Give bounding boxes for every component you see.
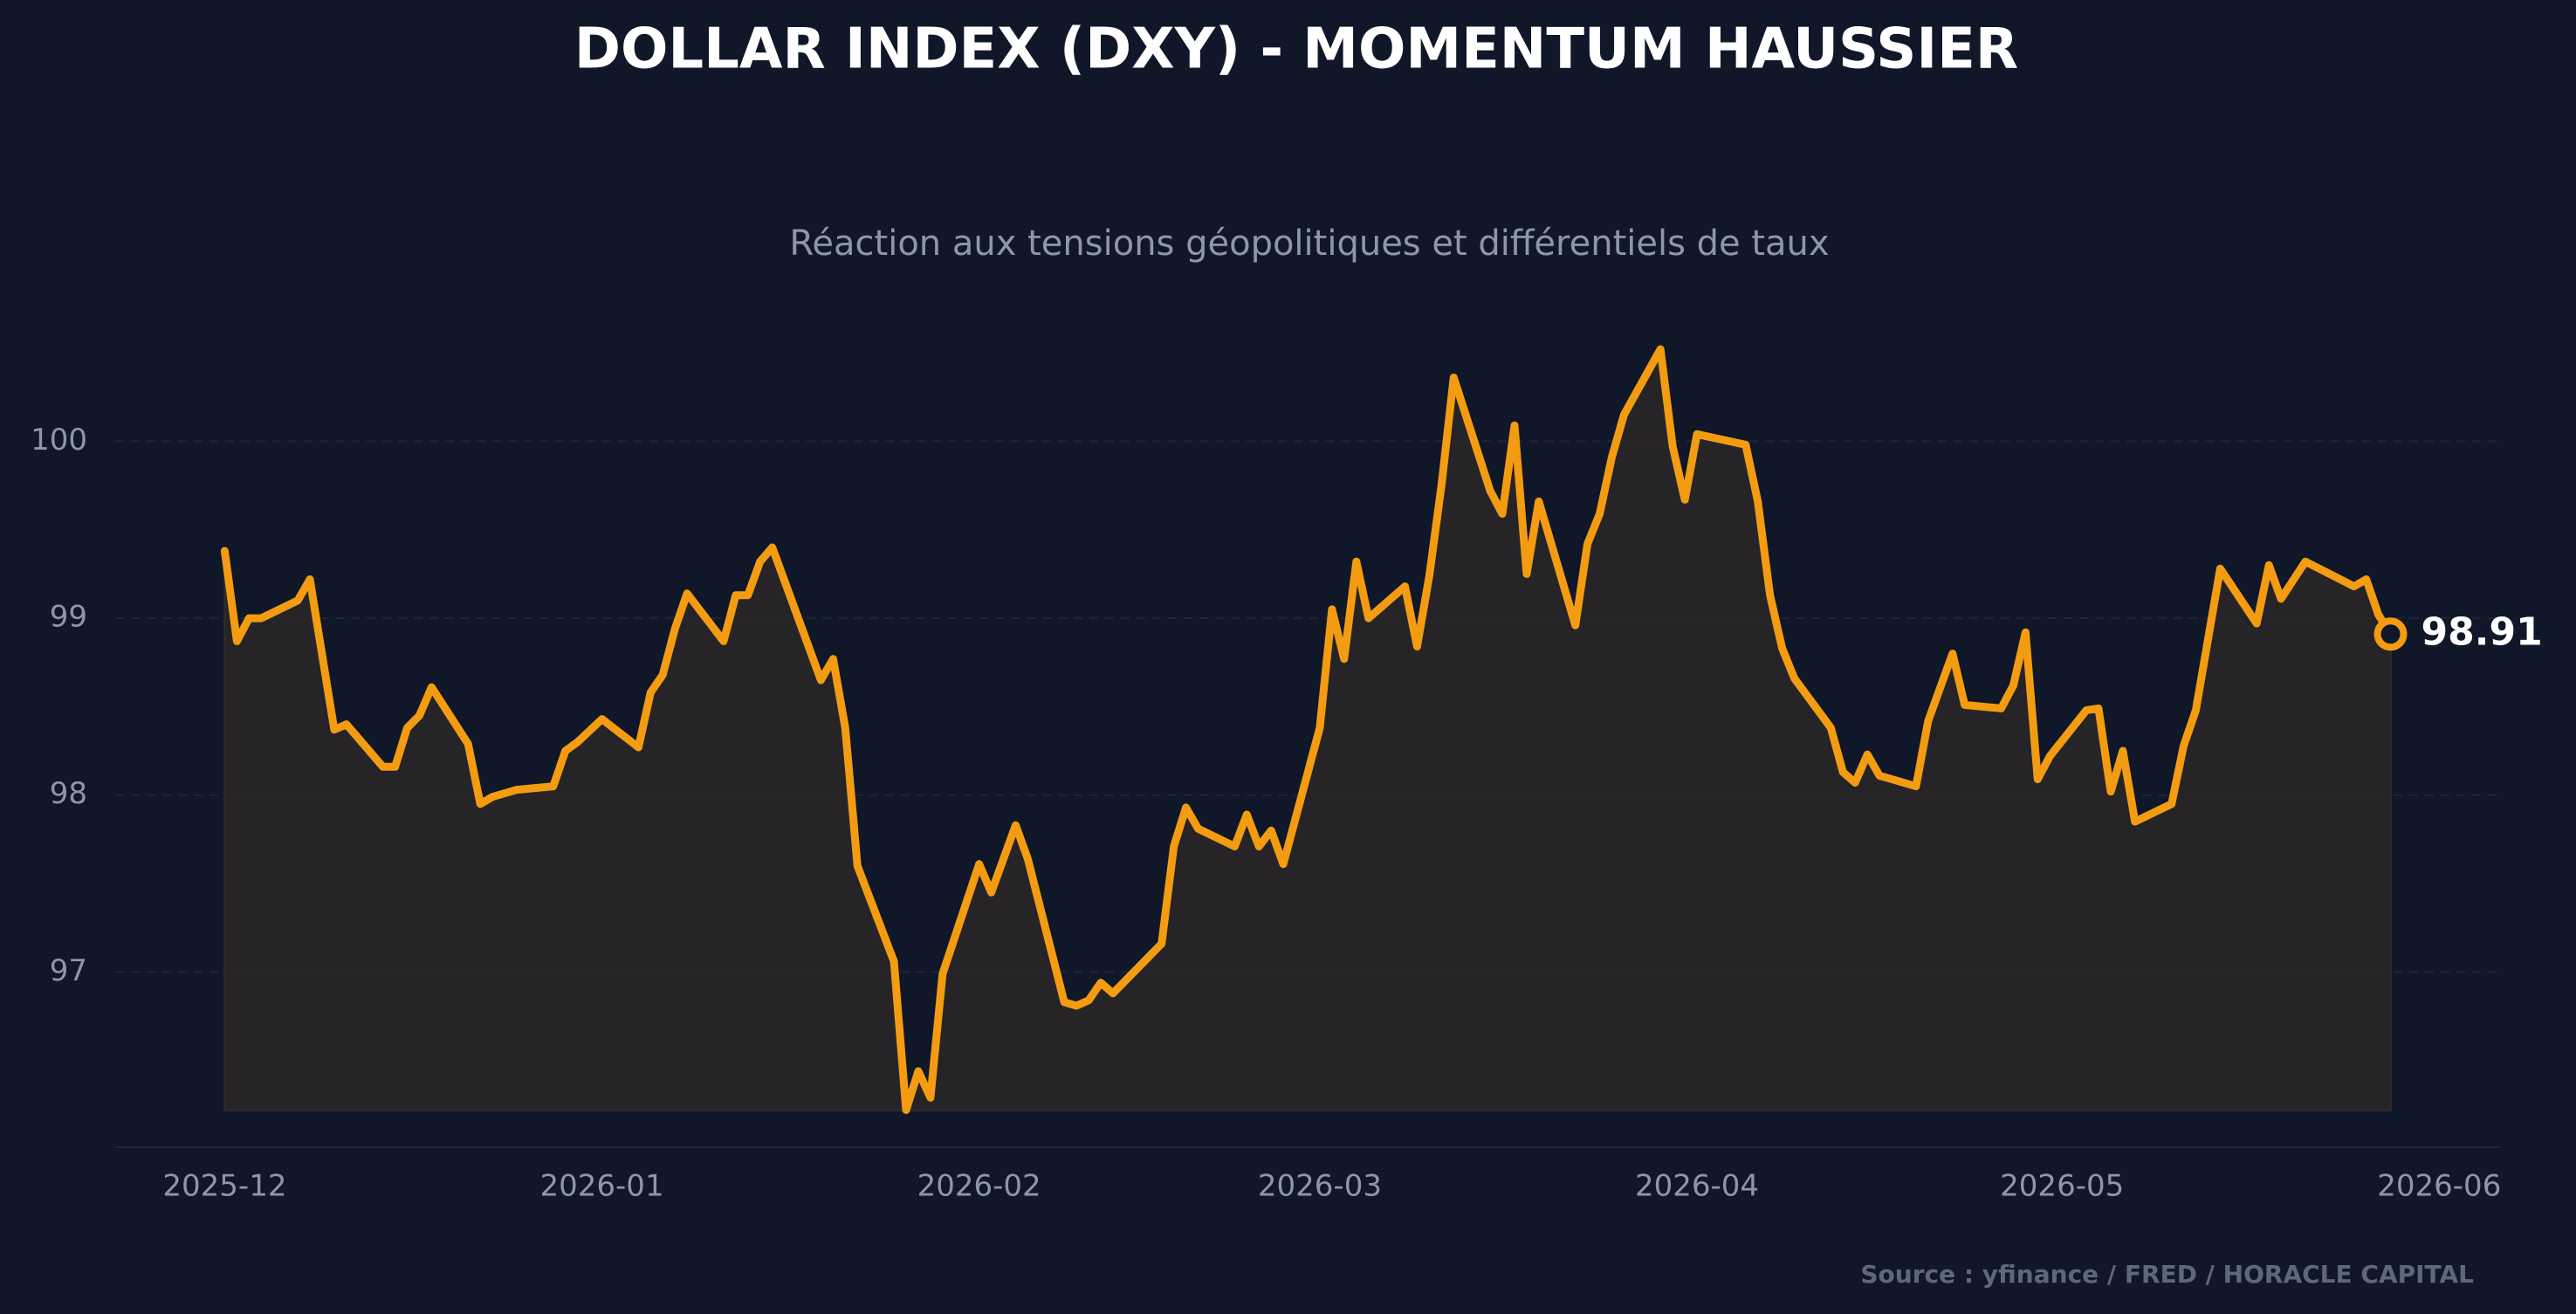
chart-title: DOLLAR INDEX (DXY) - MOMENTUM HAUSSIER [574, 17, 2018, 82]
y-tick-label: 97 [50, 953, 87, 988]
last-point-marker [2373, 617, 2408, 651]
x-tick-label: 2026-03 [1258, 1169, 1382, 1204]
x-tick-label: 2025-12 [162, 1169, 286, 1204]
line [220, 345, 2395, 1114]
x-tick-label: 2026-06 [2377, 1169, 2501, 1204]
last-value-label: 98.91 [2421, 609, 2543, 654]
source-note: Source : yfinance / FRED / HORACLE CAPIT… [1860, 1260, 2474, 1289]
x-tick-label: 2026-02 [917, 1169, 1041, 1204]
y-tick-label: 98 [50, 776, 87, 811]
x-tick-label: 2026-05 [2000, 1169, 2124, 1204]
x-tick-label: 2026-01 [540, 1169, 664, 1204]
x-tick-label: 2026-04 [1635, 1169, 1759, 1204]
y-tick-label: 99 [50, 600, 87, 635]
chart-subtitle: Réaction aux tensions géopolitiques et d… [789, 224, 1829, 264]
y-tick-label: 100 [31, 423, 87, 457]
